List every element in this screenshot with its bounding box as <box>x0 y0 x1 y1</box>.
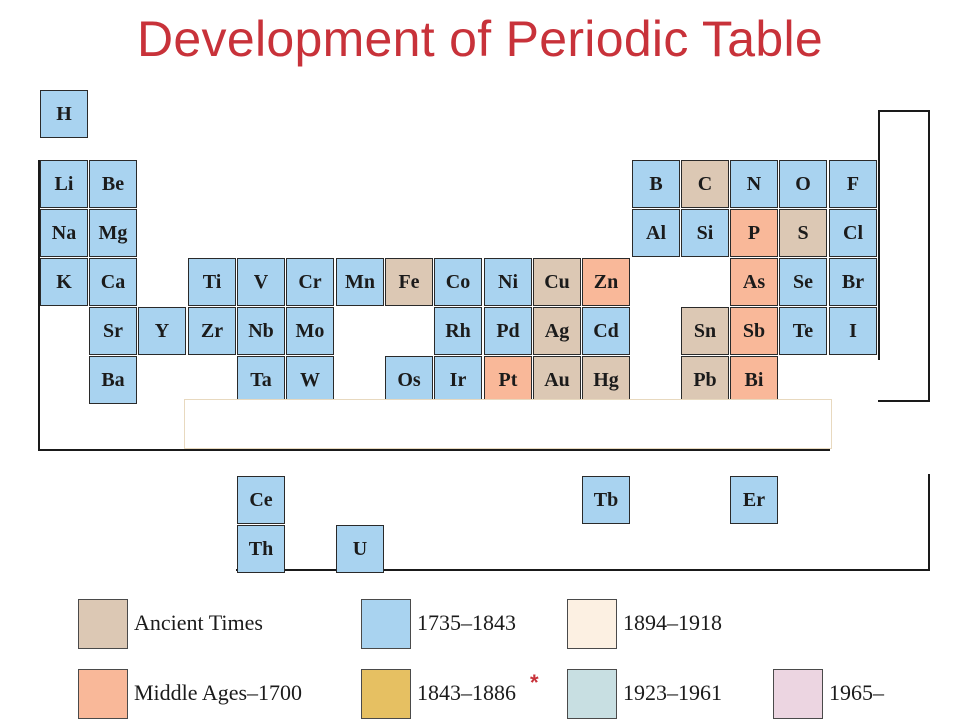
element-I: I <box>829 307 877 355</box>
element-Se: Se <box>779 258 827 306</box>
element-Li: Li <box>40 160 88 208</box>
element-Hg: Hg <box>582 356 630 404</box>
element-Au: Au <box>533 356 581 404</box>
table-outline-right-bottom <box>878 400 930 402</box>
page-title: Development of Periodic Table <box>137 11 823 67</box>
legend-label-1965: 1965– <box>829 680 884 705</box>
element-Sb: Sb <box>730 307 778 355</box>
element-Y: Y <box>138 307 186 355</box>
element-S: S <box>779 209 827 257</box>
element-Sn: Sn <box>681 307 729 355</box>
element-Si: Si <box>681 209 729 257</box>
element-C: C <box>681 160 729 208</box>
element-Co: Co <box>434 258 482 306</box>
element-Ba: Ba <box>89 356 137 404</box>
element-Ce: Ce <box>237 476 285 524</box>
legend-swatch-1923 <box>567 669 617 719</box>
element-N: N <box>730 160 778 208</box>
element-Ir: Ir <box>434 356 482 404</box>
element-Zn: Zn <box>582 258 630 306</box>
element-Pb: Pb <box>681 356 729 404</box>
element-Cl: Cl <box>829 209 877 257</box>
legend-swatch-1843 <box>361 669 411 719</box>
element-Bi: Bi <box>730 356 778 404</box>
legend-label-middle: Middle Ages–1700 <box>134 680 303 705</box>
element-Nb: Nb <box>237 307 285 355</box>
legend-label-1894: 1894–1918 <box>623 610 722 635</box>
element-Cd: Cd <box>582 307 630 355</box>
element-Os: Os <box>385 356 433 404</box>
element-F: F <box>829 160 877 208</box>
element-Cu: Cu <box>533 258 581 306</box>
legend-swatch-middle <box>78 669 128 719</box>
element-Te: Te <box>779 307 827 355</box>
element-Ti: Ti <box>188 258 236 306</box>
legend-swatch-ancient <box>78 599 128 649</box>
legend-swatch-1735 <box>361 599 411 649</box>
element-As: As <box>730 258 778 306</box>
element-Tb: Tb <box>582 476 630 524</box>
element-Th: Th <box>237 525 285 573</box>
element-Br: Br <box>829 258 877 306</box>
element-Sr: Sr <box>89 307 137 355</box>
element-K: K <box>40 258 88 306</box>
element-Pt: Pt <box>484 356 532 404</box>
legend-swatch-1965 <box>773 669 823 719</box>
element-Na: Na <box>40 209 88 257</box>
element-Mn: Mn <box>336 258 384 306</box>
legend-asterisk: * <box>530 670 539 695</box>
table-outline-right-top <box>878 110 880 360</box>
fblock-outline-right <box>928 474 930 570</box>
element-Al: Al <box>632 209 680 257</box>
element-O: O <box>779 160 827 208</box>
element-Be: Be <box>89 160 137 208</box>
element-Cr: Cr <box>286 258 334 306</box>
masked-row <box>184 399 832 449</box>
legend-label-1923: 1923–1961 <box>623 680 722 705</box>
element-Ag: Ag <box>533 307 581 355</box>
element-W: W <box>286 356 334 404</box>
fblock-outline-bottom <box>236 569 930 571</box>
table-outline-right <box>928 110 930 402</box>
element-Ta: Ta <box>237 356 285 404</box>
table-outline-left <box>38 160 40 451</box>
table-outline-bottom <box>38 449 830 451</box>
element-Ni: Ni <box>484 258 532 306</box>
element-Mg: Mg <box>89 209 137 257</box>
element-Pd: Pd <box>484 307 532 355</box>
element-Ca: Ca <box>89 258 137 306</box>
element-H: H <box>40 90 88 138</box>
element-Zr: Zr <box>188 307 236 355</box>
element-Rh: Rh <box>434 307 482 355</box>
legend-swatch-1894 <box>567 599 617 649</box>
element-V: V <box>237 258 285 306</box>
element-Mo: Mo <box>286 307 334 355</box>
legend-label-1843: 1843–1886 <box>417 680 516 705</box>
element-Er: Er <box>730 476 778 524</box>
legend-label-ancient: Ancient Times <box>134 610 263 635</box>
element-U: U <box>336 525 384 573</box>
element-Fe: Fe <box>385 258 433 306</box>
element-P: P <box>730 209 778 257</box>
legend-label-1735: 1735–1843 <box>417 610 516 635</box>
element-B: B <box>632 160 680 208</box>
table-outline-top-right <box>878 110 930 112</box>
